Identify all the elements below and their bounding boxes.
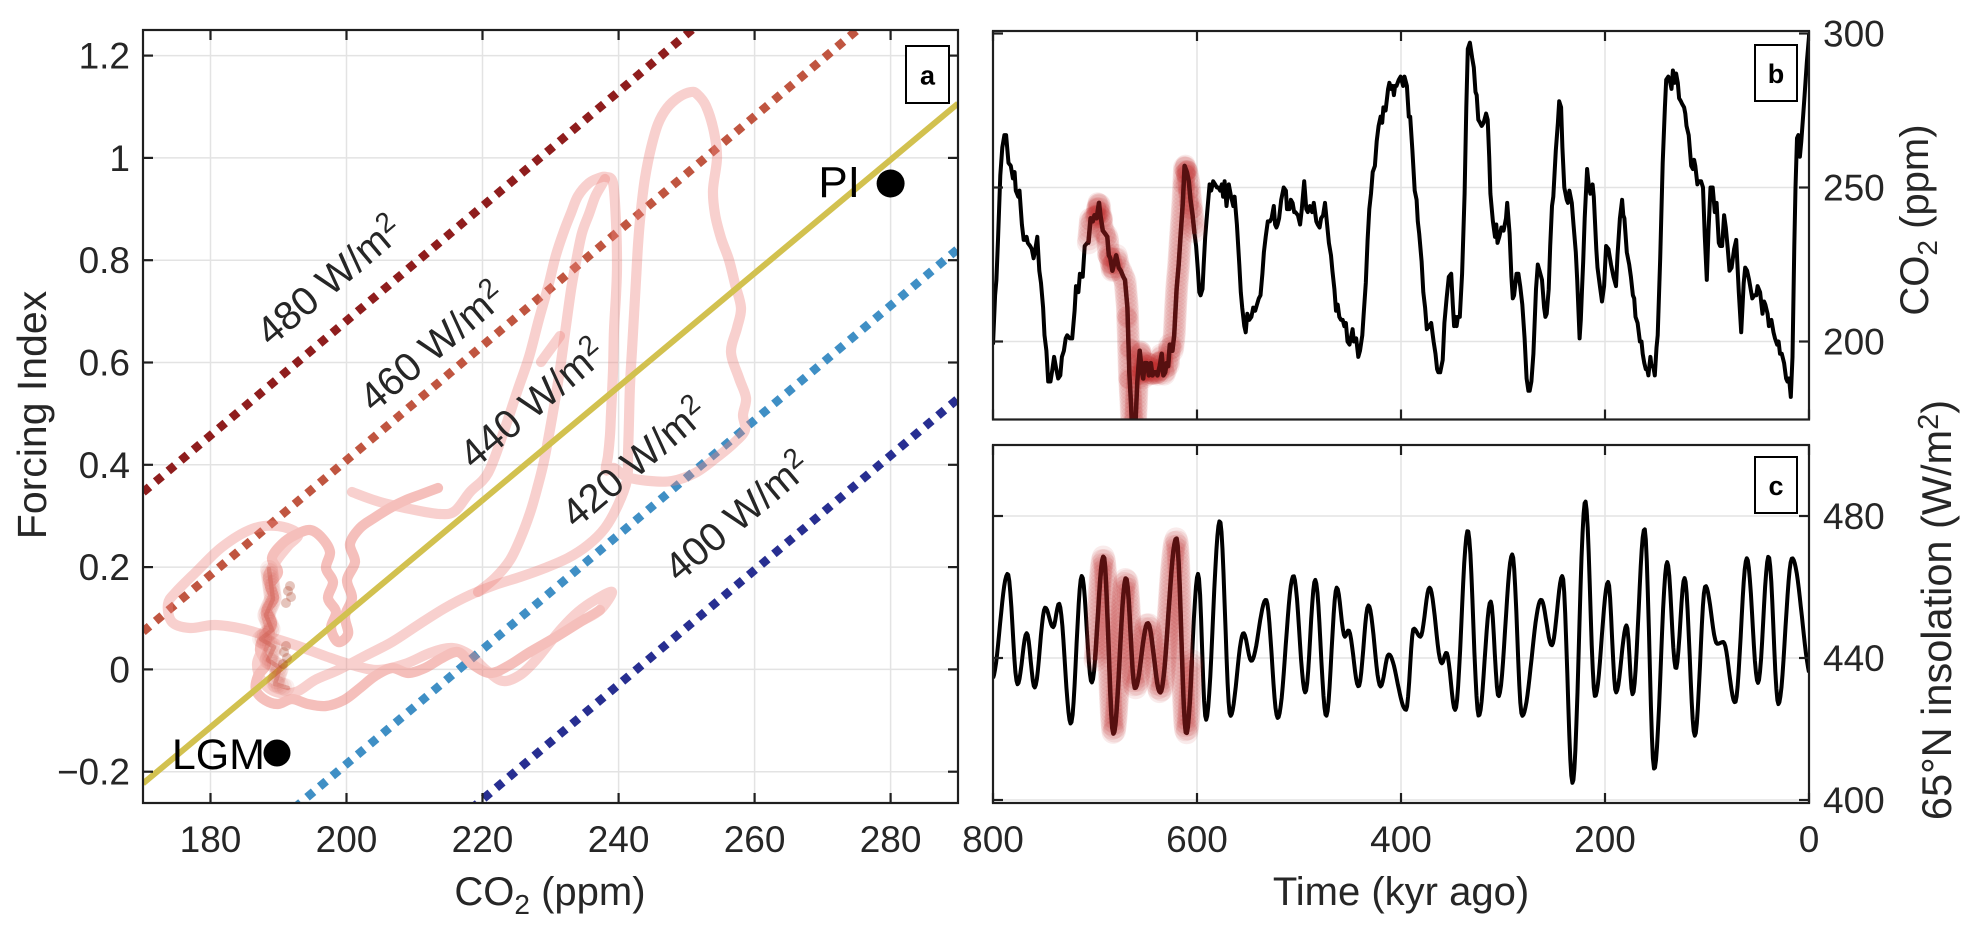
svg-text:0.8: 0.8 [79,240,130,281]
svg-text:1: 1 [109,138,130,179]
svg-text:0.4: 0.4 [79,445,130,486]
svg-text:400: 400 [1370,819,1432,860]
svg-text:250: 250 [1823,168,1885,209]
svg-text:600: 600 [1166,819,1228,860]
svg-text:280: 280 [860,819,922,860]
svg-text:200: 200 [316,819,378,860]
svg-text:240: 240 [588,819,650,860]
svg-text:Forcing Index: Forcing Index [9,290,55,539]
svg-text:c: c [1768,471,1783,501]
svg-text:0.6: 0.6 [79,343,130,384]
svg-text:a: a [920,61,936,91]
svg-text:300: 300 [1823,14,1885,55]
svg-text:260: 260 [724,819,786,860]
svg-text:CO2 (ppm): CO2 (ppm) [1893,124,1943,315]
svg-text:480: 480 [1823,496,1885,537]
svg-text:PI: PI [818,158,860,207]
svg-text:Time (kyr ago): Time (kyr ago) [1273,870,1529,914]
svg-text:220: 220 [452,819,514,860]
svg-text:0: 0 [109,649,130,690]
svg-text:440: 440 [1823,638,1885,679]
svg-text:LGM: LGM [172,731,265,779]
svg-text:65°N insolation (W/m2): 65°N insolation (W/m2) [1913,400,1960,820]
svg-text:CO2 (ppm): CO2 (ppm) [454,870,645,920]
svg-text:180: 180 [180,819,242,860]
svg-text:200: 200 [1823,322,1885,363]
svg-text:0: 0 [1799,819,1820,860]
svg-text:1.2: 1.2 [79,36,130,77]
svg-text:800: 800 [962,819,1024,860]
svg-text:400: 400 [1823,780,1885,821]
svg-text:b: b [1768,59,1785,89]
svg-text:−0.2: −0.2 [57,752,130,793]
svg-text:0.2: 0.2 [79,547,130,588]
svg-text:200: 200 [1574,819,1636,860]
